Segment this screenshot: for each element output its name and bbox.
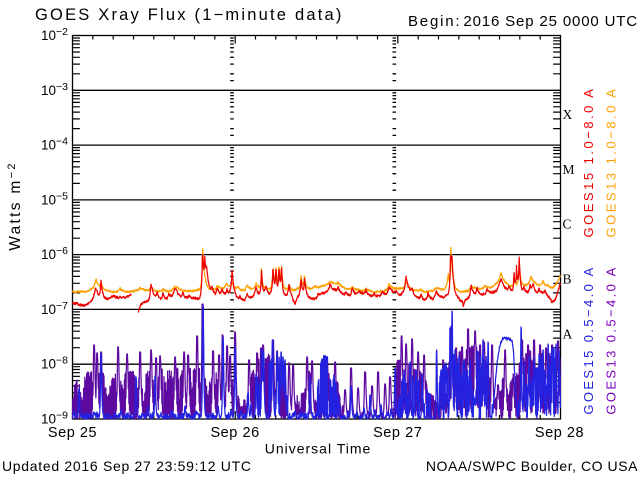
svg-text:B: B (563, 272, 572, 287)
svg-text:Sep 25: Sep 25 (48, 425, 97, 441)
svg-text:GOES15 1.0−8.0 A: GOES15 1.0−8.0 A (581, 87, 596, 238)
svg-text:X: X (563, 107, 573, 122)
svg-text:GOES13 0.5−4.0 A: GOES13 0.5−4.0 A (604, 265, 619, 414)
svg-text:Universal Time: Universal Time (265, 441, 372, 457)
svg-text:Sep 26: Sep 26 (210, 425, 259, 441)
svg-text:C: C (563, 217, 572, 232)
svg-text:GOES15 0.5−4.0 A: GOES15 0.5−4.0 A (581, 265, 596, 414)
svg-text:Sep 27: Sep 27 (373, 425, 422, 441)
svg-text:A: A (563, 326, 573, 341)
svg-text:2016 Sep 25 0000 UTC: 2016 Sep 25 0000 UTC (463, 13, 638, 30)
svg-text:Sep 28: Sep 28 (535, 425, 584, 441)
svg-text:Updated 2016 Sep 27 23:59:12 U: Updated 2016 Sep 27 23:59:12 UTC (2, 458, 252, 474)
svg-text:Watts m−2: Watts m−2 (6, 161, 24, 251)
svg-text:GOES13 1.0−8.0 A: GOES13 1.0−8.0 A (604, 87, 619, 238)
svg-text:Begin:: Begin: (408, 13, 461, 30)
svg-text:M: M (563, 162, 575, 177)
svg-text:GOES Xray Flux (1−minute data): GOES Xray Flux (1−minute data) (35, 6, 344, 24)
svg-text:NOAA/SWPC Boulder, CO USA: NOAA/SWPC Boulder, CO USA (426, 458, 638, 474)
